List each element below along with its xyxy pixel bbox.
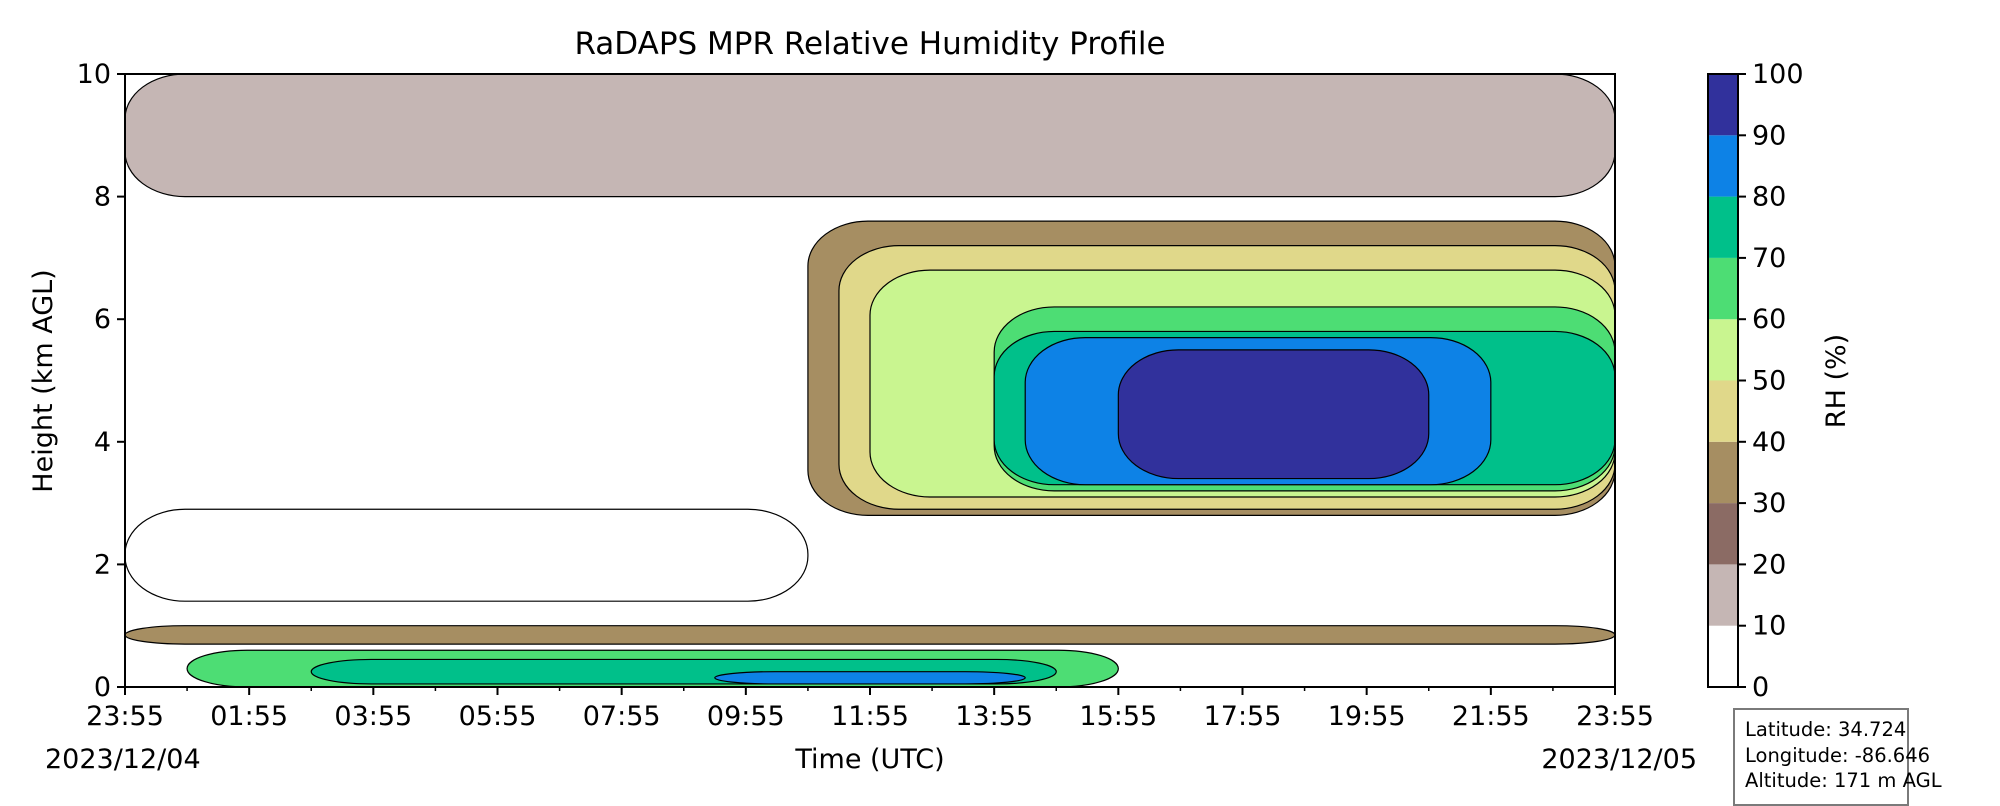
colorbar-tick-label: 10 — [1752, 611, 1786, 642]
contour-plot-area — [125, 74, 1615, 687]
y-tick-label: 2 — [94, 549, 111, 580]
x-tick-label: 05:55 — [459, 701, 537, 732]
colorbar-label: RH (%) — [1821, 334, 1852, 428]
longitude-text: Longitude: -86.646 — [1745, 743, 1931, 767]
x-tick-label: 09:55 — [707, 701, 785, 732]
colorbar-segment — [1708, 74, 1738, 136]
chart-title: RaDAPS MPR Relative Humidity Profile — [574, 26, 1165, 62]
x-tick-label: 11:55 — [831, 701, 909, 732]
x-tick-label: 15:55 — [1079, 701, 1157, 732]
colorbar: 0 10 20 30 40 50 60 70 80 90 100 — [1707, 59, 1804, 703]
colorbar-segment — [1708, 564, 1738, 626]
colorbar-tick-label: 50 — [1752, 366, 1786, 397]
start-date-label: 2023/12/04 — [45, 744, 201, 775]
colorbar-segment — [1708, 257, 1738, 320]
y-axis: 0 2 4 6 8 10 — [77, 59, 125, 703]
colorbar-segment — [1708, 319, 1738, 381]
colorbar-tick-label: 100 — [1752, 59, 1804, 90]
y-tick-label: 8 — [94, 182, 111, 213]
latitude-text: Latitude: 34.724 — [1745, 718, 1907, 741]
altitude-text: Altitude: 171 m AGL — [1745, 769, 1942, 792]
colorbar-tick-label: 90 — [1752, 120, 1786, 151]
x-tick-label: 01:55 — [210, 701, 288, 732]
x-tick-label: 23:55 — [86, 701, 164, 732]
colorbar-segment — [1708, 196, 1738, 258]
x-tick-label: 17:55 — [1204, 701, 1282, 732]
x-tick-label: 03:55 — [334, 701, 412, 732]
colorbar-segment — [1708, 135, 1738, 197]
contour-region-2 — [125, 625, 1615, 645]
end-date-label: 2023/12/05 — [1541, 744, 1697, 775]
contour-region-5 — [714, 671, 1026, 685]
contour-region-0 — [125, 74, 1615, 198]
y-tick-label: 4 — [94, 427, 111, 458]
colorbar-tick-label: 20 — [1752, 549, 1786, 580]
colorbar-segment — [1708, 441, 1738, 504]
x-tick-label: 19:55 — [1328, 701, 1406, 732]
x-tick-label: 13:55 — [955, 701, 1033, 732]
colorbar-segment — [1708, 625, 1738, 687]
colorbar-tick-label: 60 — [1752, 304, 1786, 335]
x-tick-label: 07:55 — [583, 701, 661, 732]
contour-region-1 — [125, 508, 809, 602]
x-tick-label: 21:55 — [1452, 701, 1530, 732]
y-tick-label: 6 — [94, 304, 111, 335]
x-axis-label: Time (UTC) — [794, 744, 944, 775]
colorbar-tick-label: 70 — [1752, 243, 1786, 274]
station-info-box: Latitude: 34.724 Longitude: -86.646 Alti… — [1733, 708, 1942, 806]
contour-layers — [125, 74, 1615, 687]
colorbar-tick-label: 40 — [1752, 427, 1786, 458]
x-tick-label: 23:55 — [1576, 701, 1654, 732]
y-tick-label: 0 — [94, 672, 111, 703]
colorbar-tick-label: 0 — [1752, 672, 1769, 703]
y-tick-label: 10 — [77, 59, 111, 90]
colorbar-segment — [1708, 380, 1738, 442]
x-axis: 23:55 01:55 03:55 05:55 07:55 09:55 11:55 13:55… — [86, 687, 1654, 732]
colorbar-tick-label: 30 — [1752, 488, 1786, 519]
contour-region-12 — [1117, 349, 1430, 480]
colorbar-segment — [1708, 503, 1738, 565]
colorbar-tick-label: 80 — [1752, 182, 1786, 213]
y-axis-label: Height (km AGL) — [28, 269, 59, 492]
